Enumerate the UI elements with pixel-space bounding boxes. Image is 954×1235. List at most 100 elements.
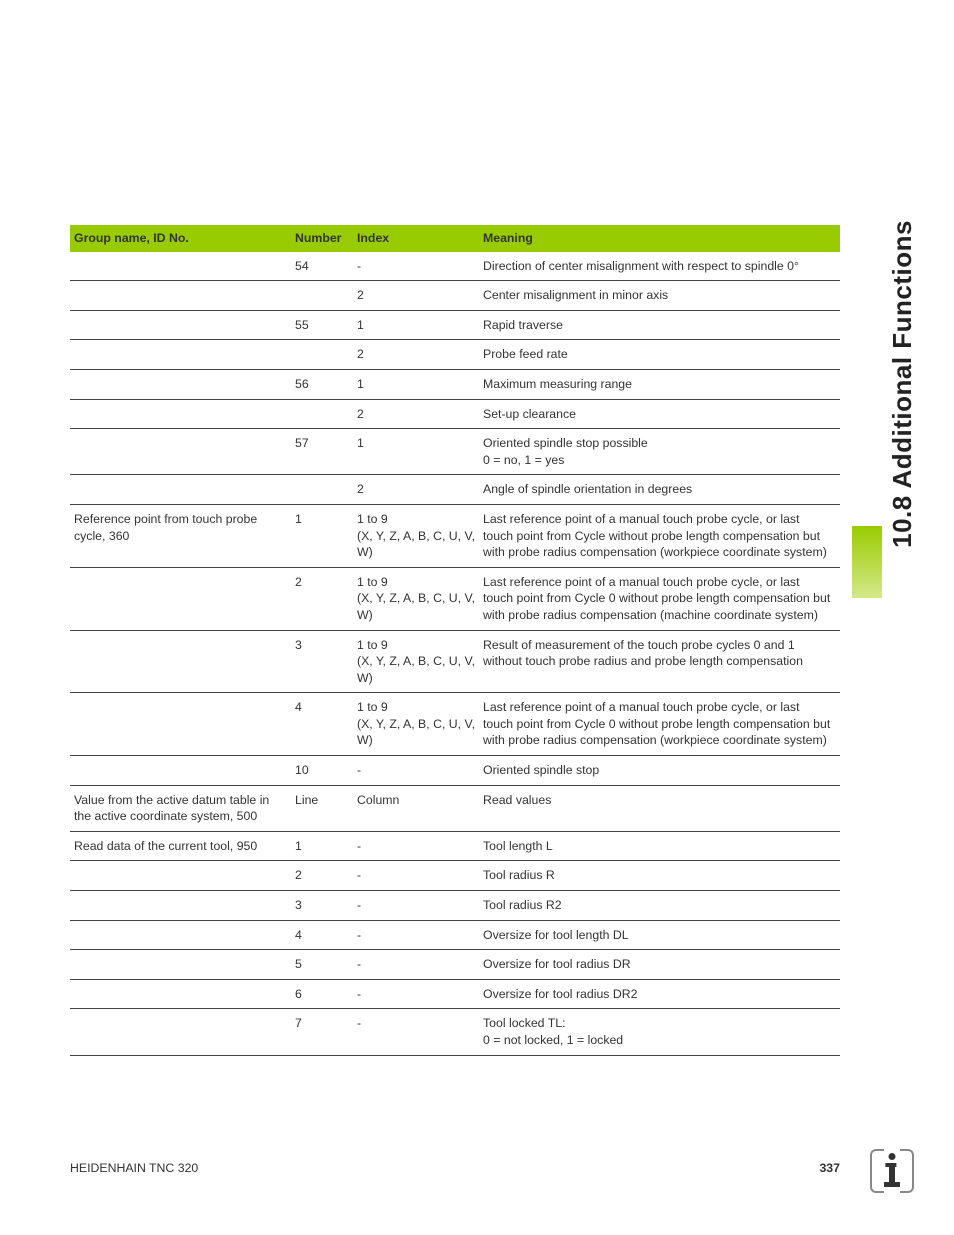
cell-index: 1 to 9(X, Y, Z, A, B, C, U, V, W) (357, 504, 483, 567)
cell-number: 3 (295, 630, 357, 693)
cell-index: 1 to 9(X, Y, Z, A, B, C, U, V, W) (357, 693, 483, 756)
cell-meaning: Rapid traverse (483, 310, 840, 340)
table-row: 561Maximum measuring range (70, 369, 840, 399)
cell-index: 1 (357, 310, 483, 340)
cell-index: 1 to 9(X, Y, Z, A, B, C, U, V, W) (357, 630, 483, 693)
cell-index: Column (357, 785, 483, 831)
cell-group (70, 252, 295, 281)
cell-group (70, 567, 295, 630)
cell-number: 1 (295, 504, 357, 567)
cell-group (70, 399, 295, 429)
cell-group: Reference point from touch probe cycle, … (70, 504, 295, 567)
cell-number: 5 (295, 950, 357, 980)
cell-number: 1 (295, 831, 357, 861)
cell-meaning: Last reference point of a manual touch p… (483, 693, 840, 756)
cell-group (70, 1009, 295, 1055)
parameter-table: Group name, ID No. Number Index Meaning … (70, 225, 840, 1056)
cell-number: Line (295, 785, 357, 831)
table-row: 2Center misalignment in minor axis (70, 281, 840, 311)
cell-group (70, 340, 295, 370)
cell-number: 3 (295, 891, 357, 921)
table-row: 571Oriented spindle stop possible0 = no,… (70, 429, 840, 475)
cell-group (70, 630, 295, 693)
cell-group: Value from the active datum table in the… (70, 785, 295, 831)
cell-number: 57 (295, 429, 357, 475)
cell-number (295, 340, 357, 370)
col-header-meaning: Meaning (483, 225, 840, 252)
cell-number: 2 (295, 567, 357, 630)
cell-index: 1 (357, 369, 483, 399)
cell-group (70, 756, 295, 786)
side-accent-bar (852, 526, 882, 598)
table-row: Reference point from touch probe cycle, … (70, 504, 840, 567)
table-row: 2Angle of spindle orientation in degrees (70, 475, 840, 505)
cell-index: 2 (357, 399, 483, 429)
cell-group (70, 369, 295, 399)
cell-number: 2 (295, 861, 357, 891)
cell-number: 10 (295, 756, 357, 786)
cell-group (70, 979, 295, 1009)
table-row: 551Rapid traverse (70, 310, 840, 340)
table-row: 2Probe feed rate (70, 340, 840, 370)
cell-group: Read data of the current tool, 950 (70, 831, 295, 861)
page: 10.8 Additional Functions Group name, ID… (0, 0, 954, 1235)
cell-number: 55 (295, 310, 357, 340)
cell-number: 56 (295, 369, 357, 399)
cell-meaning: Tool length L (483, 831, 840, 861)
cell-index: 1 to 9(X, Y, Z, A, B, C, U, V, W) (357, 567, 483, 630)
cell-index: 2 (357, 340, 483, 370)
table-row: 5-Oversize for tool radius DR (70, 950, 840, 980)
cell-group (70, 891, 295, 921)
cell-meaning: Center misalignment in minor axis (483, 281, 840, 311)
cell-index: - (357, 950, 483, 980)
table-row: 3-Tool radius R2 (70, 891, 840, 921)
cell-meaning: Oversize for tool radius DR2 (483, 979, 840, 1009)
content-area: Group name, ID No. Number Index Meaning … (70, 225, 840, 1056)
cell-index: 2 (357, 475, 483, 505)
cell-meaning: Oversize for tool length DL (483, 920, 840, 950)
table-row: 7-Tool locked TL:0 = not locked, 1 = loc… (70, 1009, 840, 1055)
cell-meaning: Direction of center misalignment with re… (483, 252, 840, 281)
cell-number (295, 281, 357, 311)
cell-group (70, 861, 295, 891)
cell-index: - (357, 861, 483, 891)
cell-number (295, 475, 357, 505)
col-header-group: Group name, ID No. (70, 225, 295, 252)
cell-meaning: Result of measurement of the touch probe… (483, 630, 840, 693)
table-row: 4-Oversize for tool length DL (70, 920, 840, 950)
cell-number: 7 (295, 1009, 357, 1055)
footer-product: HEIDENHAIN TNC 320 (70, 1161, 198, 1175)
table-row: 10-Oriented spindle stop (70, 756, 840, 786)
cell-index: - (357, 891, 483, 921)
table-row: 21 to 9(X, Y, Z, A, B, C, U, V, W)Last r… (70, 567, 840, 630)
cell-number (295, 399, 357, 429)
cell-group (70, 310, 295, 340)
cell-index: - (357, 920, 483, 950)
col-header-index: Index (357, 225, 483, 252)
cell-group (70, 281, 295, 311)
table-row: 31 to 9(X, Y, Z, A, B, C, U, V, W)Result… (70, 630, 840, 693)
cell-meaning: Maximum measuring range (483, 369, 840, 399)
cell-meaning: Oriented spindle stop possible0 = no, 1 … (483, 429, 840, 475)
section-title: 10.8 Additional Functions (887, 220, 918, 548)
cell-index: 1 (357, 429, 483, 475)
cell-meaning: Tool radius R2 (483, 891, 840, 921)
cell-index: - (357, 831, 483, 861)
cell-number: 54 (295, 252, 357, 281)
cell-group (70, 429, 295, 475)
table-row: Value from the active datum table in the… (70, 785, 840, 831)
page-footer: HEIDENHAIN TNC 320 337 (70, 1161, 840, 1175)
cell-meaning: Read values (483, 785, 840, 831)
table-row: 54-Direction of center misalignment with… (70, 252, 840, 281)
table-row: 41 to 9(X, Y, Z, A, B, C, U, V, W)Last r… (70, 693, 840, 756)
col-header-number: Number (295, 225, 357, 252)
cell-number: 6 (295, 979, 357, 1009)
cell-meaning: Tool radius R (483, 861, 840, 891)
cell-meaning: Tool locked TL:0 = not locked, 1 = locke… (483, 1009, 840, 1055)
cell-group (70, 920, 295, 950)
cell-number: 4 (295, 920, 357, 950)
cell-meaning: Last reference point of a manual touch p… (483, 567, 840, 630)
cell-index: 2 (357, 281, 483, 311)
cell-meaning: Probe feed rate (483, 340, 840, 370)
cell-index: - (357, 756, 483, 786)
